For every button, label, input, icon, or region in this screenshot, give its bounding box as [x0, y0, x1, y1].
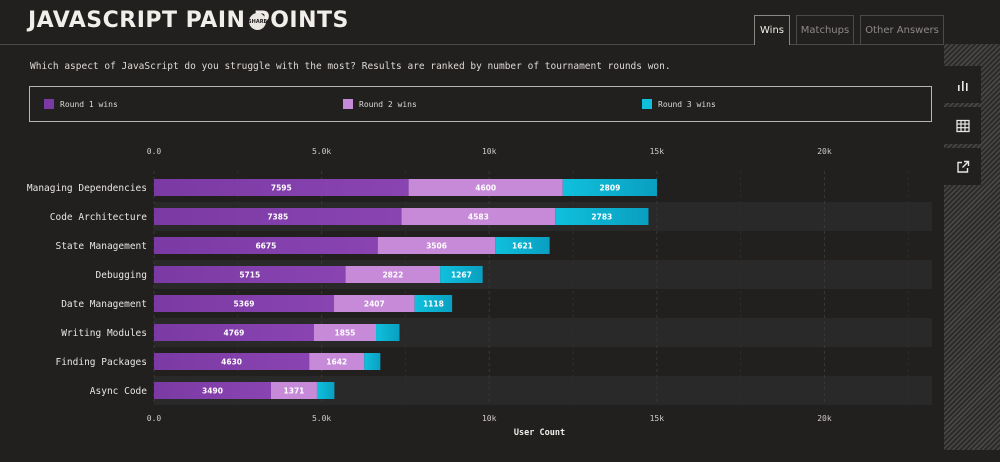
x-tick-label-top: 20k [817, 147, 832, 156]
bar-segment-round-2[interactable] [408, 179, 563, 196]
bar-chart-icon [957, 80, 968, 91]
bar-segment-round-1[interactable] [154, 208, 402, 225]
external-link-icon [956, 160, 969, 173]
view-switcher [944, 66, 981, 189]
x-tick-label-bottom: 5.0k [312, 414, 331, 423]
legend-item-round-1[interactable]: Round 1 wins [44, 99, 118, 109]
bar-segment-round-2[interactable] [333, 295, 415, 312]
legend-swatch-round-3 [642, 99, 652, 109]
category-label: Managing Dependencies [27, 183, 147, 194]
bar-segment-round-1[interactable] [154, 266, 346, 283]
bar-value-label: 6675 [255, 241, 276, 250]
x-tick-label-top: 15k [650, 147, 665, 156]
tab-divider [0, 44, 944, 45]
x-axis-title: User Count [514, 428, 565, 438]
tab-other-answers[interactable]: Other Answers [860, 15, 944, 44]
legend-label-round-3: Round 3 wins [658, 99, 716, 109]
x-tick-label-bottom: 0.0 [147, 414, 162, 423]
bar-segment-round-3[interactable] [364, 353, 381, 370]
legend-item-round-3[interactable]: Round 3 wins [642, 99, 716, 109]
bar-segment-round-3[interactable] [440, 266, 483, 283]
bar-value-label: 1621 [512, 241, 533, 250]
bar-chart-view-button[interactable] [944, 66, 981, 103]
bar-value-label: 4600 [475, 183, 496, 192]
tab-matchups[interactable]: Matchups [796, 15, 854, 44]
table-view-button[interactable] [944, 107, 981, 144]
category-label: Code Architecture [50, 212, 148, 223]
bar-value-label: 4769 [223, 328, 244, 337]
bar-value-label: 1371 [284, 386, 305, 395]
bar-value-label: 3506 [426, 241, 447, 250]
legend-item-round-2[interactable]: Round 2 wins [343, 99, 417, 109]
bar-value-label: 2822 [382, 270, 403, 279]
chart-description: Which aspect of JavaScript do you strugg… [30, 61, 671, 72]
bar-segment-round-1[interactable] [154, 237, 378, 254]
bar-segment-round-2[interactable] [345, 266, 441, 283]
table-icon [955, 119, 970, 132]
x-tick-label-top: 0.0 [147, 147, 162, 156]
category-label: Date Management [61, 299, 147, 310]
tab-wins[interactable]: Wins [754, 15, 790, 45]
stacked-bar-chart: 0.0 0.0 5.0k 5.0k 10k 10k 15k 15k 20k 20k User Cou… [27, 147, 932, 438]
legend-swatch-round-2 [343, 99, 353, 109]
bar-segment-round-1[interactable] [154, 179, 409, 196]
bar-segment-round-1[interactable] [154, 324, 314, 341]
legend-label-round-2: Round 2 wins [359, 99, 417, 109]
bar-segment-round-3[interactable] [562, 179, 657, 196]
bar-segment-round-2[interactable] [401, 208, 556, 225]
bar-value-label: 1642 [326, 357, 347, 366]
bar-value-label: 2783 [591, 212, 612, 221]
x-tick-label-bottom: 10k [482, 414, 497, 423]
bar-segment-round-1[interactable] [154, 382, 271, 399]
bar-value-label: 1855 [335, 328, 356, 337]
export-button[interactable] [944, 148, 981, 185]
bar-segment-round-2[interactable] [313, 324, 377, 341]
page-title: JAVASCRIPT PAIN POINTS [28, 8, 349, 33]
bar-value-label: 2407 [364, 299, 385, 308]
bar-segment-round-2[interactable] [270, 382, 317, 399]
bar-segment-round-3[interactable] [316, 382, 335, 399]
category-label: Writing Modules [61, 328, 147, 339]
bar-value-label: 2809 [599, 183, 620, 192]
category-label: Async Code [90, 386, 147, 397]
x-tick-label-top: 5.0k [312, 147, 331, 156]
bar-segment-round-3[interactable] [376, 324, 400, 341]
bar-segment-round-2[interactable] [309, 353, 365, 370]
legend-label-round-1: Round 1 wins [60, 99, 118, 109]
bar-value-label: 1118 [423, 299, 444, 308]
x-tick-label-bottom: 15k [650, 414, 665, 423]
bar-value-label: 5715 [239, 270, 260, 279]
bar-value-label: 1267 [451, 270, 472, 279]
x-tick-label-top: 10k [482, 147, 497, 156]
bar-value-label: 3490 [202, 386, 223, 395]
category-label: State Management [55, 241, 147, 252]
bar-segment-round-2[interactable] [377, 237, 496, 254]
bar-segment-round-3[interactable] [495, 237, 550, 254]
bar-value-label: 7385 [267, 212, 288, 221]
bar-segment-round-3[interactable] [555, 208, 649, 225]
category-label: Finding Packages [55, 357, 147, 368]
legend-swatch-round-1 [44, 99, 54, 109]
bar-segment-round-3[interactable] [414, 295, 453, 312]
bar-segment-round-1[interactable] [154, 353, 310, 370]
category-label: Debugging [96, 270, 147, 281]
bar-value-label: 7595 [271, 183, 292, 192]
bar-value-label: 5369 [234, 299, 255, 308]
legend: Round 1 wins Round 2 wins Round 3 wins [29, 86, 932, 122]
x-tick-label-bottom: 20k [817, 414, 832, 423]
share-badge[interactable]: SHARE [248, 13, 267, 30]
bar-segment-round-1[interactable] [154, 295, 334, 312]
bar-value-label: 4630 [221, 357, 242, 366]
bar-value-label: 4583 [468, 212, 489, 221]
